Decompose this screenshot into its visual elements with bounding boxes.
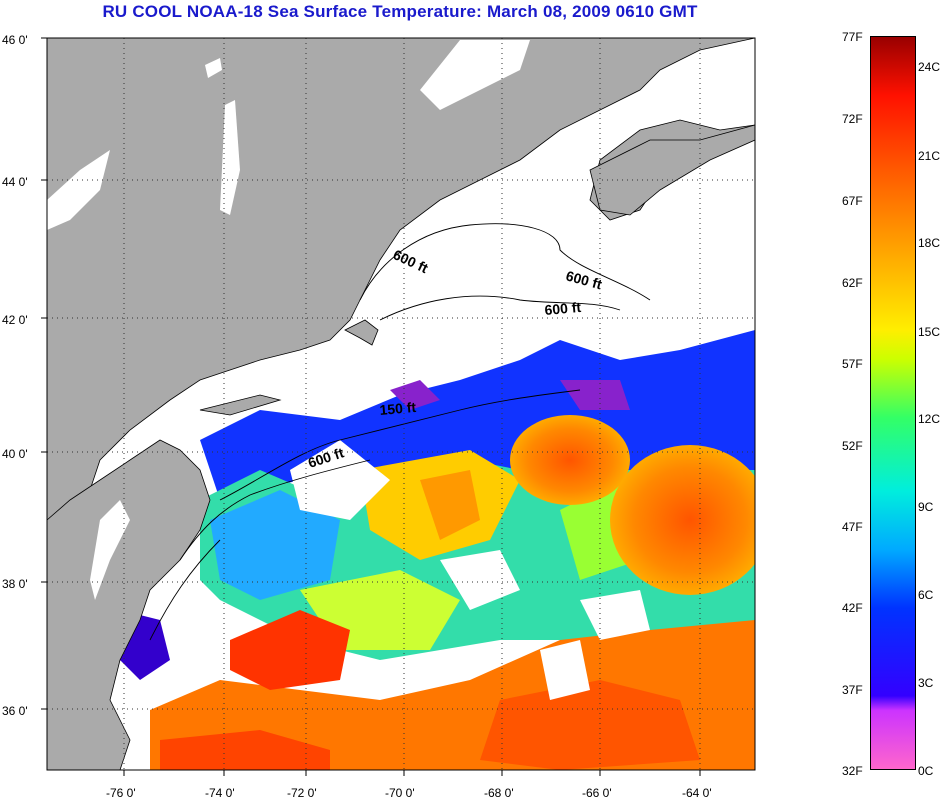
bathymetry-contours	[149, 223, 651, 641]
colorbar-f-label: 42F	[842, 601, 863, 615]
colorbar-c-label: 9C	[918, 500, 934, 514]
colorbar-f-label: 62F	[842, 276, 863, 290]
colorbar-c-label: 3C	[918, 676, 934, 690]
temperature-colorbar	[870, 36, 916, 770]
lat-label: 38 0'	[2, 577, 28, 591]
sst-field	[110, 330, 755, 770]
inland-water	[47, 40, 530, 600]
map-frame	[46, 37, 756, 771]
tick-marks	[41, 37, 701, 776]
colorbar-c-label: 15C	[918, 325, 941, 339]
colorbar-f-label: 32F	[842, 764, 863, 778]
lat-label: 40 0'	[2, 447, 28, 461]
colorbar-f-label: 52F	[842, 439, 863, 453]
contour-label: 150 ft	[379, 399, 417, 418]
lon-label: -66 0'	[582, 786, 612, 800]
colorbar-c-label: 18C	[918, 236, 941, 250]
colorbar-c-label: 24C	[918, 60, 941, 74]
lat-label: 36 0'	[2, 704, 28, 718]
lon-label: -64 0'	[682, 786, 712, 800]
colorbar-f-label: 72F	[842, 112, 863, 126]
lon-label: -74 0'	[205, 786, 235, 800]
graticule	[47, 38, 755, 770]
colorbar-c-label: 6C	[918, 588, 934, 602]
lon-label: -68 0'	[484, 786, 514, 800]
lat-label: 44 0'	[2, 175, 28, 189]
colorbar-c-label: 0C	[918, 764, 934, 778]
lat-label: 42 0'	[2, 313, 28, 327]
colorbar-f-label: 57F	[842, 357, 863, 371]
lon-label: -72 0'	[287, 786, 317, 800]
lat-label: 46 0'	[2, 33, 28, 47]
map-title: RU COOL NOAA-18 Sea Surface Temperature:…	[102, 2, 698, 21]
colorbar-c-label: 21C	[918, 149, 941, 163]
map-plot: 600 ft 600 ft 600 ft 150 ft 600 ft	[47, 38, 755, 770]
lon-label: -70 0'	[385, 786, 415, 800]
colorbar-f-label: 77F	[842, 30, 863, 44]
colorbar-f-label: 47F	[842, 520, 863, 534]
colorbar-f-label: 67F	[842, 194, 863, 208]
colorbar-c-label: 12C	[918, 412, 941, 426]
contour-label: 600 ft	[544, 299, 582, 318]
colorbar-f-label: 37F	[842, 683, 863, 697]
lon-label: -76 0'	[106, 786, 136, 800]
